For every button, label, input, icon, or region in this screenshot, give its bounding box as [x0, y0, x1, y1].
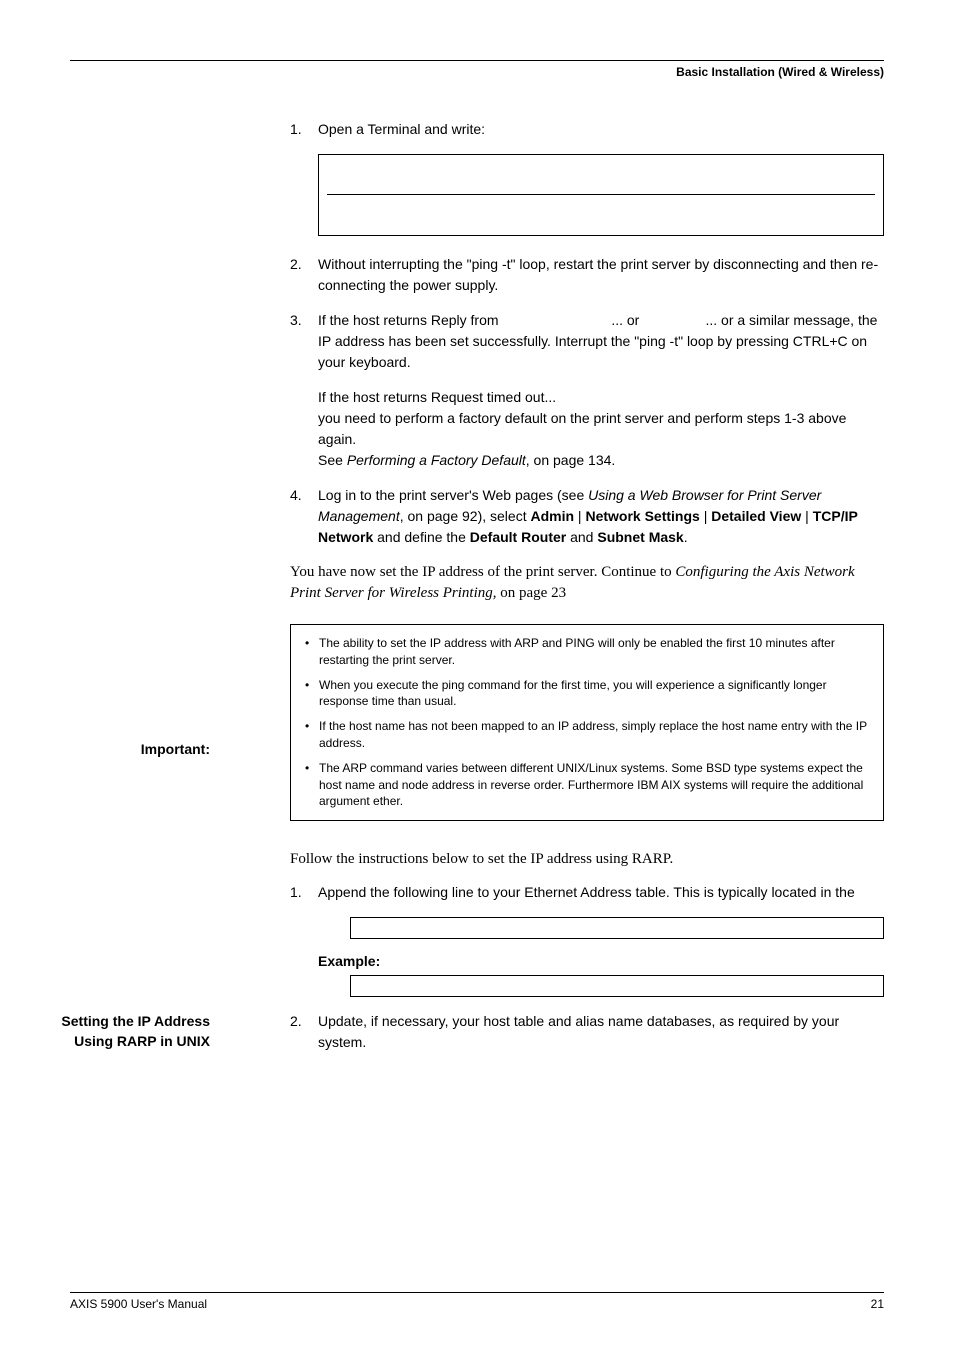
important-bullet-4: The ARP command varies between different…	[305, 760, 869, 810]
code-line-1	[327, 163, 875, 195]
step-1: 1. Open a Terminal and write:	[290, 119, 884, 140]
s4-h: Detailed View	[711, 508, 801, 524]
step-3: 3. If the host returns Reply from ... or…	[290, 310, 884, 373]
footer-left: AXIS 5900 User's Manual	[70, 1297, 207, 1311]
step-2-text: Without interrupting the "ping -t" loop,…	[318, 254, 884, 296]
rarp-s1-text: Append the following line to your Ethern…	[318, 882, 884, 903]
example-label: Example:	[318, 953, 884, 969]
rarp-intro: Follow the instructions below to set the…	[290, 849, 884, 870]
example-box	[350, 975, 884, 997]
step-3-para2c-end: , on page 134.	[526, 452, 616, 468]
rarp-s1-num: 1.	[290, 882, 318, 903]
terminal-code-box	[318, 154, 884, 236]
step-4-num: 4.	[290, 485, 318, 548]
footer-right: 21	[871, 1297, 884, 1311]
step-3-para2a: If the host returns Request timed out...	[318, 389, 556, 405]
s4-f: Network Settings	[585, 508, 699, 524]
rarp-step-2: 2. Update, if necessary, your host table…	[290, 1011, 884, 1053]
step-4-text: Log in to the print server's Web pages (…	[318, 485, 884, 548]
s4-d: Admin	[530, 508, 574, 524]
rarp-label-1: Setting the IP Address	[61, 1013, 210, 1029]
important-label: Important:	[141, 740, 210, 760]
step-3-line1b: ... or	[611, 312, 639, 328]
important-bullet-3: If the host name has not been mapped to …	[305, 718, 869, 752]
rarp-s2-text: Update, if necessary, your host table an…	[318, 1011, 884, 1053]
s4-o: .	[684, 529, 688, 545]
step-3-para2b: you need to perform a factory default on…	[318, 410, 846, 447]
rarp-label-2: Using RARP in UNIX	[74, 1033, 210, 1049]
footer: AXIS 5900 User's Manual 21	[70, 1292, 884, 1311]
s4-k: and define the	[373, 529, 470, 545]
rarp-label: Setting the IP Address Using RARP in UNI…	[61, 1012, 210, 1051]
serif-c: , on page 23	[493, 585, 566, 601]
s4-n: Subnet Mask	[597, 529, 683, 545]
s4-m: and	[566, 529, 597, 545]
important-box: The ability to set the IP address with A…	[290, 624, 884, 821]
s4-c: , on page 92), select	[400, 508, 531, 524]
main-content: 1. Open a Terminal and write: 2. Without…	[290, 119, 884, 604]
rarp-section: Follow the instructions below to set the…	[290, 849, 884, 1053]
step-4: 4. Log in to the print server's Web page…	[290, 485, 884, 548]
ethernet-address-box	[350, 917, 884, 939]
s4-a: Log in to the print server's Web pages (…	[318, 487, 588, 503]
s4-e: |	[574, 508, 585, 524]
rarp-s2-num: 2.	[290, 1011, 318, 1053]
code-line-2	[327, 195, 875, 227]
rarp-step-1: 1. Append the following line to your Eth…	[290, 882, 884, 903]
step-1-text: Open a Terminal and write:	[318, 119, 884, 140]
s4-i: |	[801, 508, 812, 524]
step-1-num: 1.	[290, 119, 318, 140]
step-3-para2c-italic: Performing a Factory Default	[347, 452, 526, 468]
step-2: 2. Without interrupting the "ping -t" lo…	[290, 254, 884, 296]
step-3-num: 3.	[290, 310, 318, 373]
step-3-text: If the host returns Reply from ... or ..…	[318, 310, 884, 373]
serif-a: You have now set the IP address of the p…	[290, 564, 675, 580]
conclusion-para: You have now set the IP address of the p…	[290, 562, 884, 604]
header-rule	[70, 60, 884, 61]
important-bullet-2: When you execute the ping command for th…	[305, 677, 869, 711]
important-section: The ability to set the IP address with A…	[290, 624, 884, 821]
s4-l: Default Router	[470, 529, 566, 545]
step-3-line1a: If the host returns Reply from	[318, 312, 502, 328]
header-section-title: Basic Installation (Wired & Wireless)	[70, 65, 884, 79]
important-bullet-1: The ability to set the IP address with A…	[305, 635, 869, 669]
step-3-para2c: See	[318, 452, 347, 468]
step-2-num: 2.	[290, 254, 318, 296]
step-3-sub: If the host returns Request timed out...…	[318, 387, 884, 471]
s4-g: |	[700, 508, 711, 524]
